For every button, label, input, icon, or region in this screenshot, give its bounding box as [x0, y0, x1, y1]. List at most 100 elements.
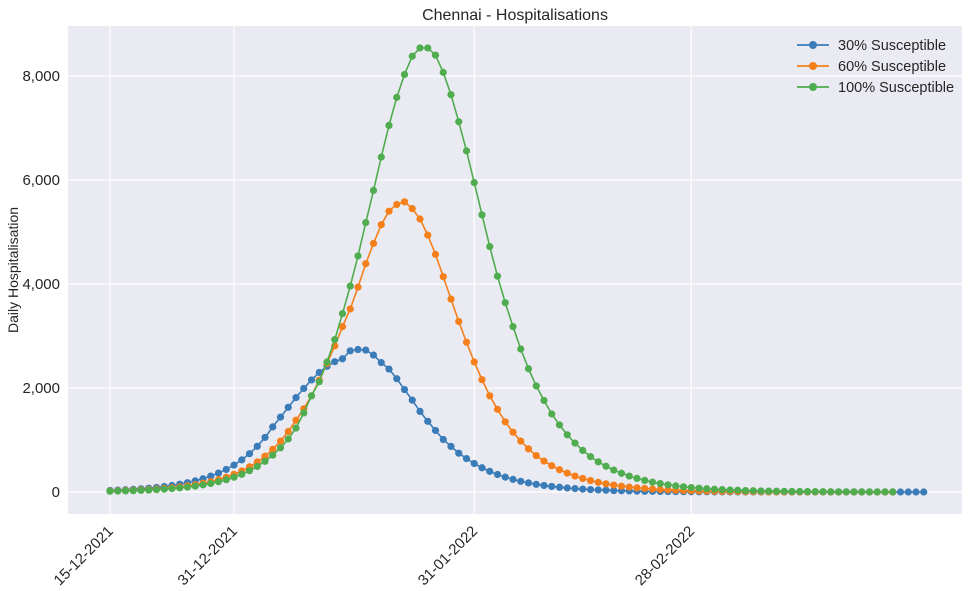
- data-point: [602, 486, 610, 494]
- data-point: [904, 488, 912, 496]
- data-point: [129, 487, 137, 495]
- data-point: [253, 442, 261, 450]
- data-point: [424, 231, 432, 239]
- data-point: [300, 409, 308, 417]
- data-point: [462, 454, 471, 463]
- plot-area: [68, 26, 962, 514]
- data-point: [586, 485, 595, 494]
- data-point: [408, 396, 416, 404]
- data-point: [664, 481, 672, 489]
- data-point: [214, 469, 223, 477]
- chart-title: Chennai - Hospitalisations: [422, 7, 608, 24]
- data-point: [253, 462, 261, 471]
- series-layer: [106, 44, 928, 496]
- data-point: [191, 482, 199, 490]
- y-tick-label: 6,000: [22, 172, 60, 189]
- data-point: [400, 385, 409, 394]
- x-tick-label: 31-12-2021: [175, 523, 241, 589]
- data-point: [687, 483, 695, 492]
- data-point: [803, 487, 812, 496]
- series-100-susceptible: [106, 44, 897, 496]
- data-point: [385, 121, 393, 129]
- data-point: [152, 486, 161, 494]
- data-point: [416, 215, 424, 223]
- data-point: [377, 358, 385, 367]
- data-point: [517, 345, 525, 353]
- data-point: [648, 478, 657, 486]
- data-point: [617, 482, 626, 490]
- data-point: [145, 486, 153, 494]
- data-point: [548, 410, 556, 418]
- data-point: [447, 295, 455, 303]
- data-point: [439, 435, 447, 444]
- data-point: [207, 479, 215, 488]
- data-point: [858, 488, 866, 496]
- data-point: [455, 317, 463, 326]
- data-point: [276, 444, 285, 452]
- data-point: [493, 272, 502, 280]
- data-point: [610, 481, 618, 489]
- data-point: [176, 484, 184, 492]
- data-point: [772, 487, 781, 495]
- data-point: [377, 153, 385, 161]
- data-point: [718, 486, 726, 494]
- data-point: [338, 323, 347, 331]
- data-point: [470, 358, 478, 366]
- data-point: [827, 488, 835, 496]
- data-point: [579, 485, 587, 493]
- data-point: [269, 451, 277, 459]
- data-point: [478, 376, 486, 384]
- data-point: [672, 482, 680, 490]
- data-point: [679, 483, 688, 491]
- data-point: [517, 477, 525, 485]
- data-point: [284, 403, 292, 411]
- legend-marker: [809, 41, 817, 49]
- data-point: [524, 365, 533, 373]
- data-point: [641, 476, 649, 484]
- data-point: [524, 479, 533, 487]
- data-point: [199, 481, 207, 489]
- data-point: [462, 338, 471, 346]
- data-point: [230, 473, 238, 481]
- data-point: [563, 484, 571, 492]
- data-point: [796, 487, 804, 496]
- data-point: [548, 482, 556, 491]
- data-point: [385, 365, 393, 373]
- data-point: [648, 485, 657, 493]
- data-point: [385, 207, 393, 215]
- data-point: [346, 347, 354, 355]
- data-point: [478, 464, 486, 472]
- data-point: [765, 487, 773, 495]
- data-point: [532, 452, 540, 460]
- data-point: [462, 147, 471, 155]
- y-gridlines: [68, 75, 962, 493]
- data-point: [362, 260, 370, 268]
- data-point: [300, 384, 308, 393]
- data-point: [362, 346, 370, 354]
- data-point: [741, 486, 750, 495]
- x-tick-label: 28-02-2022: [632, 523, 698, 589]
- data-point: [501, 418, 509, 426]
- data-point: [238, 470, 246, 478]
- legend-item: 30% Susceptible: [797, 38, 946, 54]
- data-point: [307, 392, 316, 400]
- data-point: [369, 351, 378, 359]
- data-point: [695, 484, 703, 492]
- y-tick-label: 4,000: [22, 276, 60, 293]
- data-point: [517, 437, 525, 445]
- data-point: [493, 405, 502, 413]
- data-point: [486, 467, 494, 475]
- data-point: [393, 200, 401, 209]
- data-point: [447, 91, 455, 99]
- x-tick-labels: 15-12-2021 31-12-2021 31-01-2022 28-02-2022: [51, 523, 699, 589]
- data-point: [447, 442, 455, 450]
- data-point: [555, 483, 564, 491]
- data-point: [439, 273, 447, 281]
- data-point: [641, 484, 649, 493]
- data-point: [594, 478, 602, 486]
- legend-label: 100% Susceptible: [838, 80, 954, 96]
- legend-marker: [809, 62, 817, 70]
- data-point: [594, 486, 602, 494]
- y-axis-label: Daily Hospitalisation: [5, 207, 21, 333]
